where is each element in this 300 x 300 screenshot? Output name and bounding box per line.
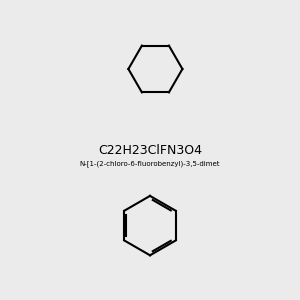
Text: C22H23ClFN3O4: C22H23ClFN3O4 (98, 143, 202, 157)
Text: N-[1-(2-chloro-6-fluorobenzyl)-3,5-dimet: N-[1-(2-chloro-6-fluorobenzyl)-3,5-dimet (80, 160, 220, 167)
